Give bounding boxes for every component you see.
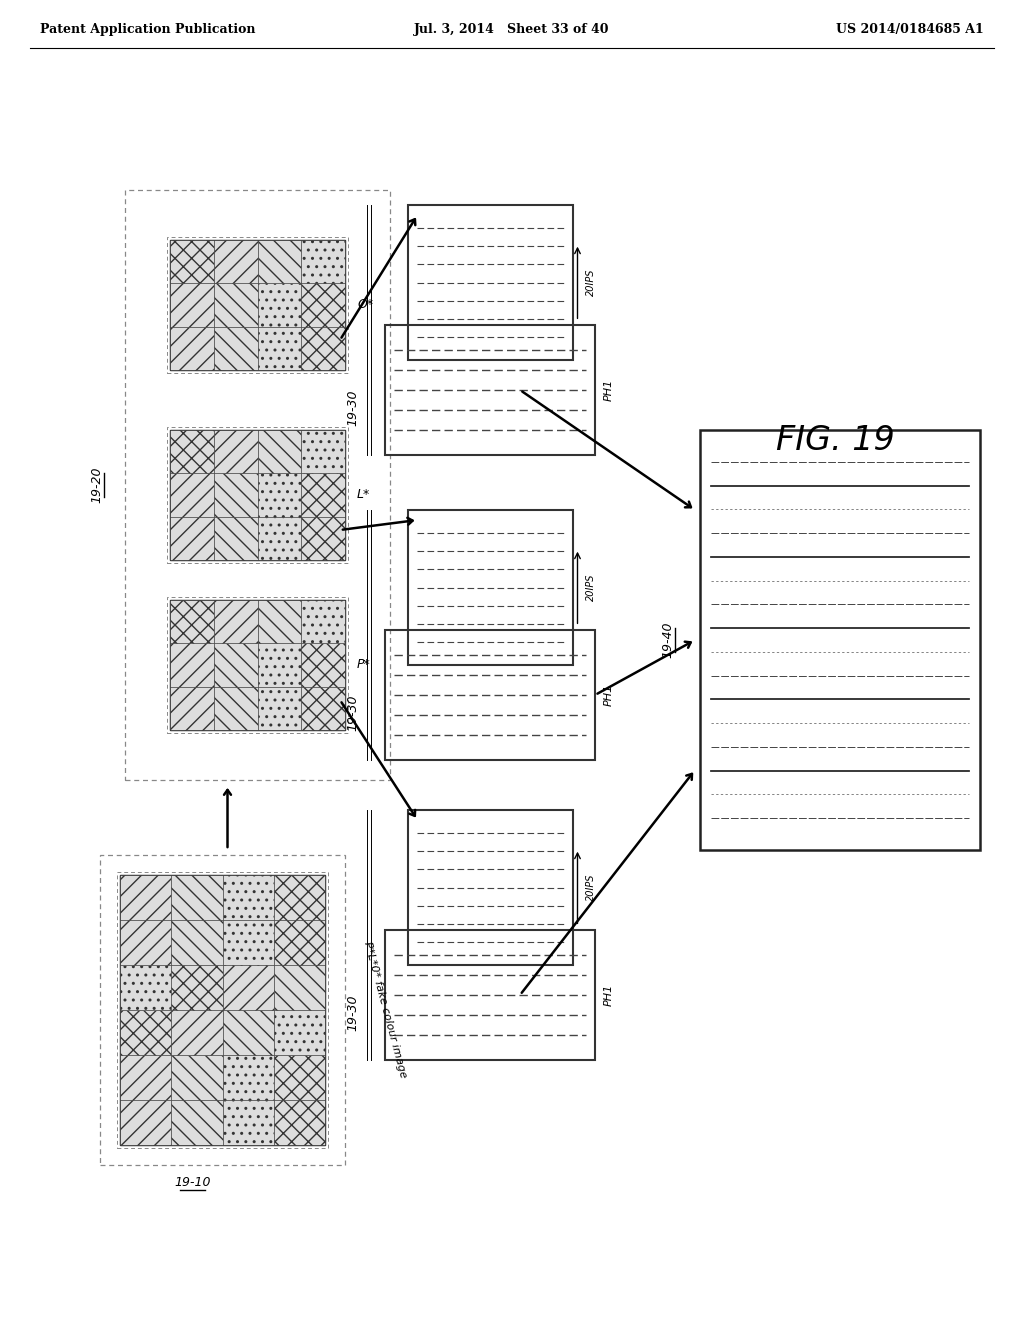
Bar: [301, 601, 345, 643]
Bar: [222, 1010, 273, 1055]
Text: O*: O*: [357, 298, 373, 312]
Bar: [214, 474, 257, 516]
Bar: [171, 1010, 222, 1055]
Bar: [100, 855, 345, 1166]
Bar: [222, 875, 273, 920]
Text: 19-40: 19-40: [662, 622, 675, 659]
Bar: [170, 430, 345, 560]
Bar: [171, 1100, 222, 1144]
Bar: [214, 516, 257, 560]
Text: 20IPS: 20IPS: [586, 874, 596, 902]
Bar: [273, 965, 325, 1010]
Bar: [214, 643, 257, 686]
Bar: [120, 1010, 171, 1055]
Bar: [301, 240, 345, 284]
Bar: [214, 240, 257, 284]
Text: 20IPS: 20IPS: [586, 269, 596, 296]
Text: Jul. 3, 2014   Sheet 33 of 40: Jul. 3, 2014 Sheet 33 of 40: [415, 24, 609, 37]
Bar: [214, 284, 257, 326]
Bar: [125, 190, 390, 780]
Bar: [167, 597, 348, 733]
Bar: [273, 875, 325, 920]
Bar: [301, 284, 345, 326]
Text: P*: P*: [357, 659, 371, 672]
Bar: [257, 601, 301, 643]
Text: PH1: PH1: [604, 983, 614, 1006]
Text: Patent Application Publication: Patent Application Publication: [40, 24, 256, 37]
Bar: [301, 430, 345, 474]
Bar: [170, 240, 214, 284]
Bar: [120, 875, 325, 1144]
Bar: [222, 1055, 273, 1100]
Bar: [170, 326, 214, 370]
Bar: [273, 1100, 325, 1144]
Bar: [170, 284, 214, 326]
Bar: [170, 601, 214, 643]
Bar: [120, 1100, 171, 1144]
Bar: [170, 601, 345, 730]
Text: 19-10: 19-10: [174, 1176, 211, 1189]
Bar: [257, 516, 301, 560]
Bar: [408, 510, 572, 665]
Bar: [171, 920, 222, 965]
Text: 19-30: 19-30: [346, 694, 359, 731]
Bar: [301, 643, 345, 686]
Bar: [273, 920, 325, 965]
Bar: [117, 873, 328, 1148]
Text: FIG. 19: FIG. 19: [775, 424, 894, 457]
Bar: [301, 686, 345, 730]
Bar: [222, 965, 273, 1010]
Bar: [120, 1055, 171, 1100]
Text: 19-30: 19-30: [346, 389, 359, 426]
Bar: [700, 430, 980, 850]
Text: 20IPS: 20IPS: [586, 574, 596, 601]
Bar: [120, 920, 171, 965]
Bar: [273, 1010, 325, 1055]
Bar: [167, 426, 348, 564]
Bar: [385, 325, 595, 455]
Text: 19-20: 19-20: [90, 467, 103, 503]
Bar: [408, 205, 572, 360]
Bar: [120, 875, 171, 920]
Bar: [170, 474, 214, 516]
Bar: [257, 284, 301, 326]
Bar: [214, 430, 257, 474]
Bar: [170, 240, 345, 370]
Text: 19-30: 19-30: [346, 994, 359, 1031]
Bar: [257, 240, 301, 284]
Bar: [257, 686, 301, 730]
Bar: [257, 643, 301, 686]
Text: PH1: PH1: [604, 379, 614, 401]
Text: L*: L*: [357, 488, 371, 502]
Bar: [222, 920, 273, 965]
Bar: [273, 1055, 325, 1100]
Bar: [170, 430, 214, 474]
Bar: [214, 326, 257, 370]
Bar: [222, 1100, 273, 1144]
Bar: [170, 686, 214, 730]
Bar: [257, 474, 301, 516]
Bar: [301, 516, 345, 560]
Bar: [171, 1055, 222, 1100]
Bar: [257, 326, 301, 370]
Bar: [120, 965, 171, 1010]
Bar: [214, 686, 257, 730]
Bar: [408, 810, 572, 965]
Bar: [385, 630, 595, 760]
Bar: [171, 875, 222, 920]
Bar: [257, 430, 301, 474]
Text: US 2014/0184685 A1: US 2014/0184685 A1: [837, 24, 984, 37]
Bar: [214, 601, 257, 643]
Bar: [171, 965, 222, 1010]
Bar: [385, 931, 595, 1060]
Text: P*L*0* fake colour image: P*L*0* fake colour image: [361, 941, 408, 1080]
Text: PH1: PH1: [604, 684, 614, 706]
Bar: [301, 326, 345, 370]
Bar: [167, 238, 348, 374]
Bar: [170, 643, 214, 686]
Bar: [170, 516, 214, 560]
Bar: [301, 474, 345, 516]
